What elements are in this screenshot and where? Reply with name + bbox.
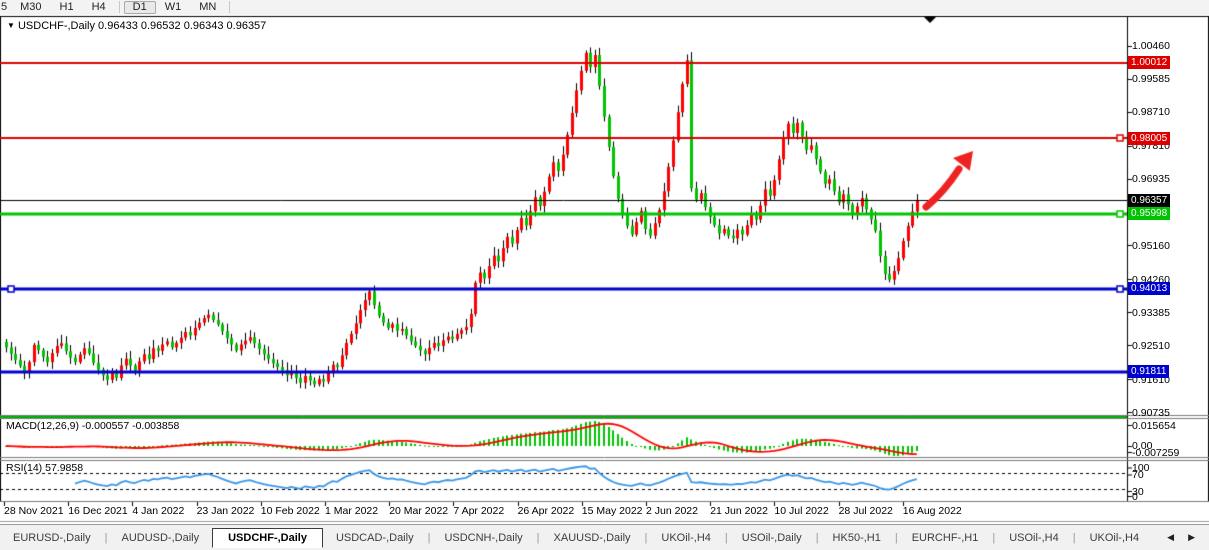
timeframe-button-5[interactable]: 5: [1, 0, 8, 13]
timeframe-button-h4[interactable]: H4: [91, 0, 106, 13]
toolbar-separator: [229, 1, 231, 13]
chart-title: ▼ USDCHF-,Daily 0.96433 0.96532 0.96343 …: [7, 20, 266, 32]
ohlc-high: 0.96532: [140, 20, 181, 32]
indicator-axis-label: 0.015654: [1132, 419, 1176, 432]
date-tick-label: 20 Mar 2022: [389, 505, 449, 517]
date-tick-label: 26 Apr 2022: [517, 505, 575, 517]
macd-value-main: -0.000557: [81, 420, 130, 432]
indicator-axis-label: 100: [1132, 462, 1150, 474]
date-tick-label: 21 Jun 2022: [710, 505, 768, 517]
indicator-axis-label: -0.007259: [1132, 446, 1180, 459]
price-tick-label: 0.98710: [1132, 106, 1170, 119]
timeframe-button-h1[interactable]: H1: [59, 0, 74, 13]
date-tick-label: 28 Jul 2022: [838, 505, 893, 517]
date-tick-label: 10 Feb 2022: [260, 505, 320, 517]
tab-separator: |: [104, 531, 108, 544]
price-tick-label: 1.00460: [1132, 40, 1170, 53]
symbol-tab-usdcnh-daily[interactable]: USDCNH-,Daily: [444, 531, 523, 544]
indicator-axis-label: 30: [1132, 485, 1144, 498]
indicator-axis-label: 0.00: [1132, 440, 1153, 452]
symbol-tab-eurusd-daily[interactable]: EURUSD-,Daily: [13, 531, 91, 544]
symbol-tab-usdcad-daily[interactable]: USDCAD-,Daily: [335, 531, 414, 544]
price-badge-0.91811: 0.91811: [1128, 365, 1170, 378]
tab-separator: |: [1072, 531, 1076, 544]
date-tick-label: 16 Dec 2021: [68, 505, 128, 517]
symbol-tab-usdchf-daily[interactable]: USDCHF-,Daily: [212, 527, 323, 548]
symbol-tab-eurchf-h1[interactable]: EURCHF-,H1: [911, 531, 979, 544]
tab-separator: |: [894, 531, 898, 544]
date-tick-label: 7 Apr 2022: [453, 505, 505, 517]
date-tick-label: 10 Jul 2022: [774, 505, 829, 517]
timeframe-button-w1[interactable]: W1: [164, 0, 182, 13]
symbol-tab-ukoil-h4[interactable]: UKOil-,H4: [661, 531, 711, 544]
price-tick-label: 0.92510: [1132, 339, 1170, 352]
price-badge-0.98005: 0.98005: [1128, 131, 1171, 145]
tab-separator: |: [724, 531, 728, 544]
date-tick-label: 16 Aug 2022: [902, 505, 962, 517]
timeframe-button-mn[interactable]: MN: [199, 0, 217, 13]
ohlc-low: 0.96343: [183, 20, 224, 32]
date-tick-label: 4 Jan 2022: [132, 505, 185, 517]
date-tick-label: 1 Mar 2022: [325, 505, 379, 517]
date-tick-label: 28 Nov 2021: [4, 505, 64, 517]
tab-separator: |: [992, 531, 996, 544]
tab-separator: |: [536, 531, 540, 544]
symbol-tab-bar: EURUSD-,Daily | AUDUSD-,Daily USDCHF-,Daily…: [0, 524, 1209, 550]
ohlc-close: 0.96357: [226, 20, 267, 32]
symbol-tab-ukoil-h4[interactable]: UKOil-,H4: [1089, 531, 1140, 544]
price-badge-0.96357: 0.96357: [1128, 193, 1171, 207]
price-badge-1.00012: 1.00012: [1128, 56, 1171, 70]
price-badge-0.94013: 0.94013: [1128, 282, 1171, 296]
symbol-tab-xauusd-daily[interactable]: XAUUSD-,Daily: [553, 531, 631, 544]
timeframe-button-m30[interactable]: M30: [20, 0, 42, 13]
chevron-down-icon[interactable]: ▼: [7, 21, 15, 30]
price-tick-label: 0.96935: [1132, 173, 1170, 186]
ohlc-open: 0.96433: [98, 20, 138, 32]
date-tick-label: 23 Jan 2022: [196, 505, 255, 517]
symbol-tab-usoil-daily[interactable]: USOil-,Daily: [741, 531, 802, 544]
macd-value-signal: -0.003858: [132, 420, 180, 432]
date-tick-label: 2 Jun 2022: [646, 505, 698, 517]
symbol-tab-usoil-h4[interactable]: USOil-,H4: [1009, 531, 1059, 544]
price-tick-label: 0.99585: [1132, 73, 1170, 86]
price-badge-0.95998: 0.95998: [1128, 207, 1171, 221]
symbol-tab-hk50-h1[interactable]: HK50-,H1: [832, 531, 881, 544]
indicator-axis-label: 70: [1132, 469, 1144, 481]
rsi-value: 57.9858: [45, 462, 84, 474]
tab-separator: |: [815, 531, 819, 544]
price-tick-label: 0.93385: [1132, 306, 1170, 319]
tab-scroll-right-icon[interactable]: ▶: [1188, 532, 1195, 542]
symbol-tab-audusd-daily[interactable]: AUDUSD-,Daily: [121, 531, 200, 544]
toolbar-separator: [118, 1, 120, 13]
price-tick-label: 0.95160: [1132, 239, 1170, 252]
tab-separator: |: [427, 531, 431, 544]
timeframe-button-d1[interactable]: D1: [123, 0, 156, 14]
rsi-label: RSI(14) 57.9858: [6, 462, 84, 474]
date-tick-label: 15 May 2022: [581, 505, 643, 517]
symbol-name: USDCHF-,Daily: [17, 20, 95, 32]
tab-separator: |: [644, 531, 648, 544]
macd-label: MACD(12,26,9) -0.000557 -0.003858: [6, 420, 180, 432]
price-tick-label: 0.90735: [1132, 406, 1170, 419]
tab-scroll-left-icon[interactable]: ◀: [1167, 532, 1175, 542]
timeframe-toolbar: 5 M30 H1 H4 D1 W1 MN: [0, 0, 1209, 14]
indicator-axis-label: 0: [1132, 490, 1138, 503]
